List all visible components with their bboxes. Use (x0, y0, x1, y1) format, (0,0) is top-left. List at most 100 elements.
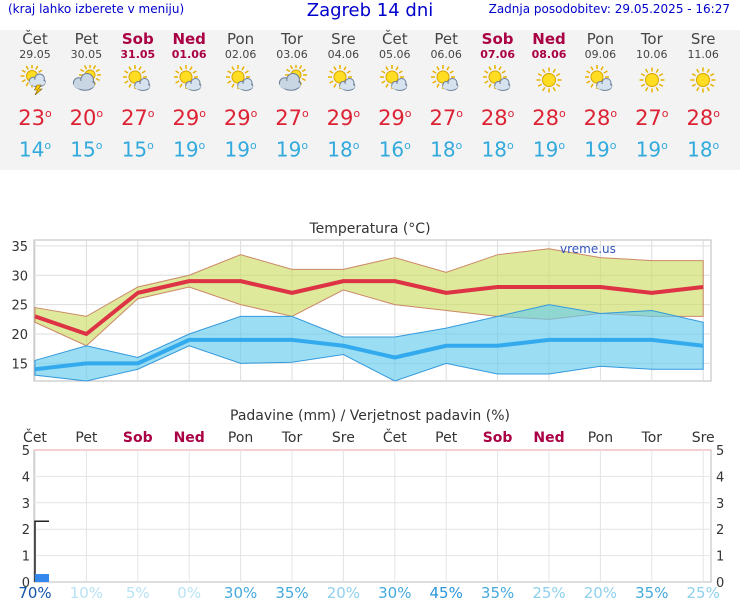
day-name: Sre (690, 30, 716, 48)
day-column: Tor 03.06 27o 19o (265, 30, 319, 163)
sun-cloud-storm-icon (20, 65, 46, 95)
precip-probability-label: 70% (18, 584, 51, 600)
precip-y-tick-left: 5 (22, 444, 30, 459)
temperature-chart-title: Temperatura (°C) (308, 221, 430, 237)
temp-y-tick-label: 35 (11, 240, 28, 255)
max-temp: 29o (378, 106, 412, 130)
day-column: Čet 29.05 23o 14o (8, 30, 62, 163)
max-temp: 29o (326, 106, 361, 130)
watermark: vreme.us (560, 242, 616, 256)
last-updated: Zadnja posodobitev: 29.05.2025 - 16:27 (488, 2, 730, 16)
day-date: 03.06 (276, 48, 308, 61)
precip-x-tick-label: Pon (588, 430, 613, 446)
day-date: 11.06 (687, 48, 719, 61)
precip-probability-label: 30% (224, 584, 257, 600)
precip-chart-title: Padavine (mm) / Verjetnost padavin (%) (230, 408, 510, 424)
min-temp-range-band (34, 304, 704, 382)
sun-small-cloud-icon (585, 65, 613, 91)
day-name: Pon (226, 30, 255, 48)
precip-probability-label: 20% (327, 584, 360, 600)
precip-x-tick-label: Sre (692, 430, 715, 446)
min-temp: 16o (378, 137, 411, 162)
precip-x-tick-label: Sob (123, 430, 153, 446)
day-date: 31.05 (120, 48, 156, 61)
day-date: 29.05 (19, 48, 51, 61)
max-temp: 27o (121, 106, 155, 130)
temp-y-tick-label: 15 (11, 357, 28, 372)
location-hint[interactable]: (kraj lahko izberete v meniju) (8, 2, 185, 16)
temp-y-tick-label: 30 (11, 269, 28, 284)
precip-x-tick-label: Čet (23, 428, 47, 446)
day-name: Pon (586, 30, 614, 48)
day-name: Sre (331, 30, 356, 48)
min-temp-line (34, 337, 704, 372)
day-date: 06.06 (430, 48, 462, 61)
precip-probability-label: 45% (430, 584, 463, 600)
page-title: Zagreb 14 dni (306, 0, 434, 21)
precip-x-tick-label: Čet (383, 428, 407, 446)
precip-x-tick-label: Sre (332, 430, 355, 446)
min-temp: 18o (687, 137, 720, 162)
daily-forecast-strip: Čet 29.05 23o 14o Pet 30.05 20o 15o Sob 31.05 27o 1… (0, 30, 740, 170)
precip-x-tick-label: Tor (641, 430, 663, 446)
day-name: Tor (640, 30, 663, 48)
precip-probability-label: 30% (378, 584, 411, 600)
max-temp: 27o (635, 106, 669, 130)
temp-y-tick-label: 20 (11, 328, 28, 343)
precip-probability-label: 25% (687, 584, 720, 600)
precip-y-tick-left: 0 (22, 576, 30, 591)
day-date: 02.06 (224, 48, 257, 61)
precip-probability-label: 35% (635, 584, 668, 600)
sun-small-cloud-icon (482, 65, 510, 91)
sun-icon (536, 67, 562, 93)
min-temp: 18o (430, 137, 463, 162)
sun-behind-cloud-icon (73, 65, 102, 91)
sun-small-cloud-icon (225, 65, 253, 91)
min-temp: 18o (481, 137, 514, 162)
day-column: Sre 11.06 28o 18o (676, 30, 730, 163)
day-column: Sre 04.06 29o 18o (316, 30, 370, 163)
min-temp: 18o (327, 137, 360, 162)
day-name: Ned (532, 30, 566, 48)
precip-bar (35, 574, 49, 582)
precip-y-tick-left: 1 (22, 550, 30, 565)
max-temp: 27o (275, 106, 309, 130)
day-name: Čet (382, 30, 408, 48)
sun-small-cloud-icon (431, 65, 459, 91)
day-date: 05.06 (379, 48, 411, 61)
day-column: Sob 07.06 28o 18o (471, 30, 525, 163)
max-temp: 28o (686, 106, 720, 130)
precip-x-tick-label: Tor (281, 430, 303, 446)
precip-x-tick-label: Ned (174, 430, 205, 446)
min-temp: 15o (121, 137, 154, 162)
day-name: Pet (434, 30, 458, 48)
sun-small-cloud-icon (174, 65, 202, 91)
max-temp-line (34, 279, 704, 336)
max-temp-range-band (34, 248, 704, 347)
precip-y-tick-left: 3 (22, 497, 30, 512)
precip-y-tick-left: 2 (22, 523, 30, 538)
day-date: 10.06 (636, 48, 668, 61)
day-name: Sob (481, 30, 514, 48)
precip-y-tick-right: 1 (716, 550, 724, 565)
precip-plot-area (33, 449, 712, 583)
temp-y-tick-label: 25 (11, 299, 28, 314)
day-column: Pet 30.05 20o 15o (59, 30, 113, 163)
max-temp: 28o (583, 106, 618, 130)
precip-x-tick-label: Ned (533, 430, 564, 446)
day-column: Pon 09.06 28o 19o (573, 30, 627, 163)
sun-icon (690, 67, 716, 93)
day-column: Sob 31.05 27o 15o (111, 30, 165, 163)
day-column: Ned 01.06 29o 19o (162, 30, 216, 163)
day-name: Pet (74, 30, 99, 48)
precip-x-tick-label: Pet (435, 430, 458, 446)
day-column: Pet 06.06 27o 18o (419, 30, 473, 163)
sun-icon (639, 67, 665, 93)
precip-probability-label: 0% (177, 584, 201, 600)
min-temp: 19o (224, 137, 257, 162)
day-name: Sob (121, 30, 154, 48)
day-column: Čet 05.06 29o 16o (368, 30, 422, 163)
precip-y-tick-right: 2 (716, 523, 724, 538)
min-temp: 19o (635, 137, 668, 162)
